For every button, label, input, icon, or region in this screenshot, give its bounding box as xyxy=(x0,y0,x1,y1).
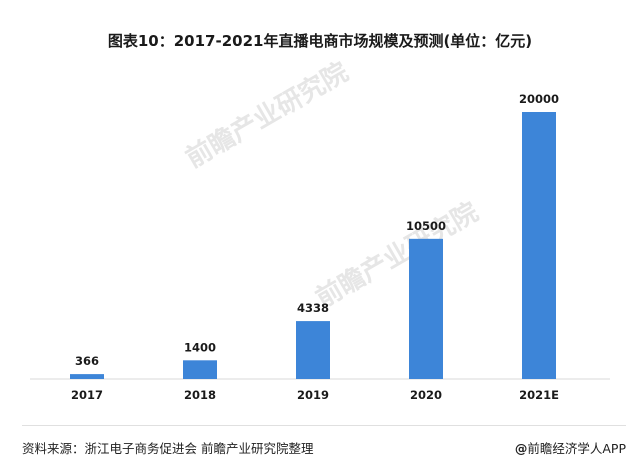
brand-credit: @前瞻经济学人APP xyxy=(515,438,626,457)
brand-name: 前瞻经济学人APP xyxy=(527,441,626,456)
x-tick-label-2019: 2019 xyxy=(297,388,329,402)
data-label-2019: 4338 xyxy=(297,301,329,315)
chart-title: 图表10：2017-2021年直播电商市场规模及预测(单位：亿元) xyxy=(107,32,533,50)
source-note: 资料来源：浙江电子商务促进会 前瞻产业研究院整理 xyxy=(22,441,314,456)
bar-2017 xyxy=(70,374,104,379)
bar-2021E xyxy=(522,112,556,379)
bar-2019 xyxy=(296,321,330,379)
x-tick-label-2018: 2018 xyxy=(184,388,216,402)
data-label-2018: 1400 xyxy=(184,340,216,354)
bar-2020 xyxy=(409,238,443,379)
x-tick-label-2017: 2017 xyxy=(71,388,103,402)
at-icon: @ xyxy=(514,441,528,456)
x-tick-label-2020: 2020 xyxy=(410,388,442,402)
footer-divider xyxy=(22,425,626,426)
bar-2018 xyxy=(183,360,217,379)
data-label-2017: 366 xyxy=(75,354,99,368)
data-label-2020: 10500 xyxy=(406,219,446,233)
x-tick-label-2021E: 2021E xyxy=(519,388,559,402)
data-label-2021E: 20000 xyxy=(519,92,559,106)
